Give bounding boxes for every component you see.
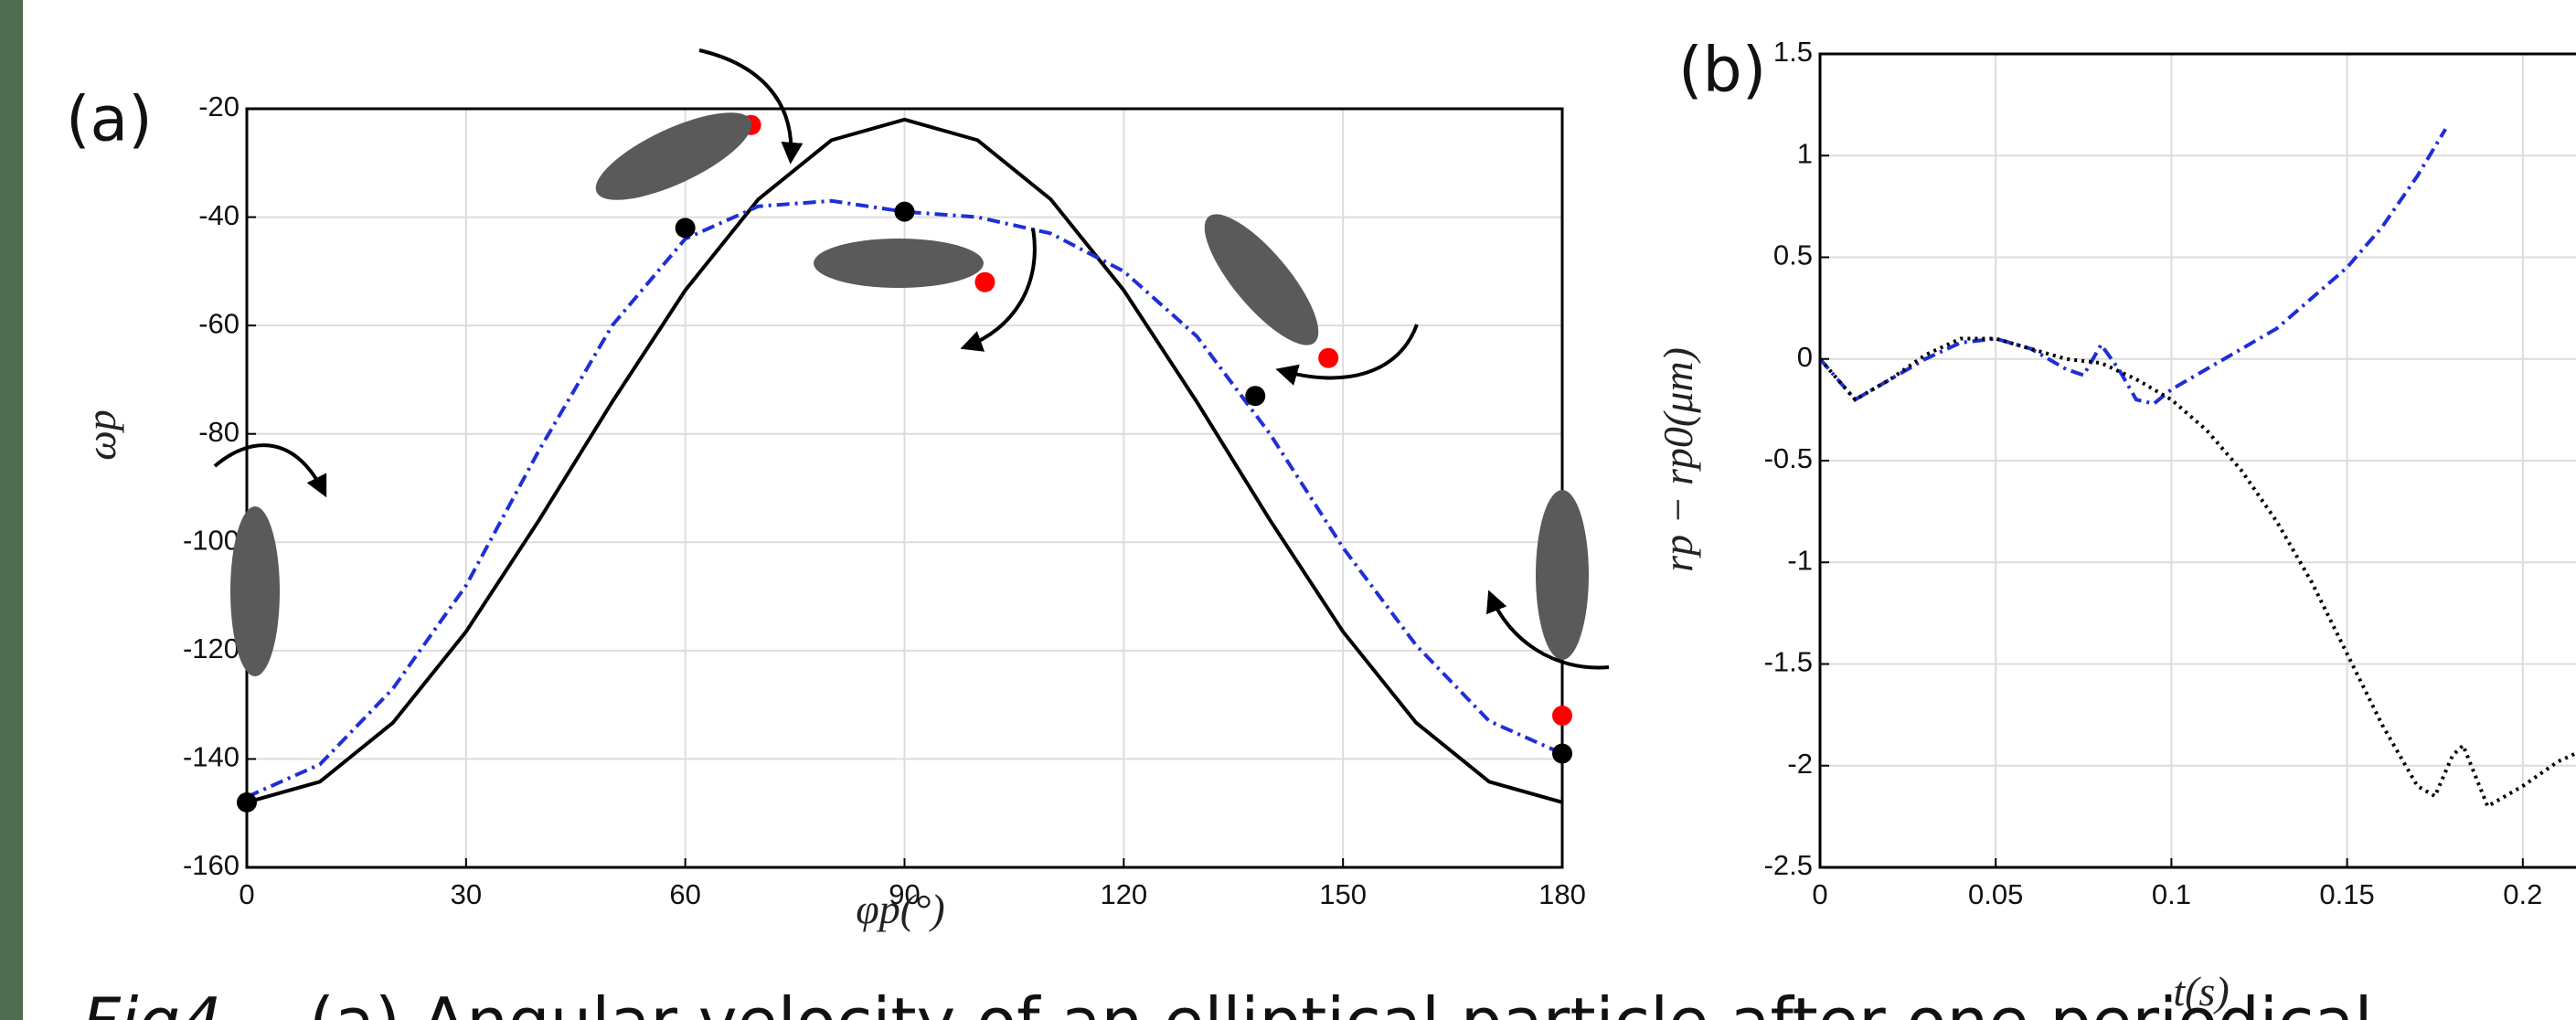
arrow bbox=[698, 48, 804, 165]
y-tick-label: -2.5 bbox=[1764, 849, 1813, 881]
data-line bbox=[1818, 128, 2447, 406]
rotation-arrows bbox=[213, 48, 1610, 670]
x-axis-label: t(s) bbox=[2173, 968, 2229, 1015]
arrow bbox=[1486, 590, 1610, 670]
point-marker bbox=[1318, 347, 1339, 368]
point-marker bbox=[1245, 386, 1266, 407]
y-tick-label: -20 bbox=[198, 90, 240, 122]
plot-frame bbox=[245, 107, 1564, 869]
x-tick-label: 90 bbox=[889, 878, 920, 910]
arrow bbox=[960, 228, 1037, 352]
side-bar bbox=[0, 0, 23, 1020]
y-tick-label: -1 bbox=[1787, 544, 1813, 576]
x-tick-label: 180 bbox=[1538, 878, 1586, 910]
charts: -160-140-120-100-80-60-40-200 30 60 90 120 15… bbox=[66, 35, 2576, 1015]
point-marker bbox=[894, 201, 915, 222]
y-tick-label: 1.5 bbox=[1773, 36, 1813, 68]
particle bbox=[814, 239, 984, 288]
x-tick-label: 0.05 bbox=[1968, 878, 2023, 910]
y-axis-label: ωp bbox=[78, 409, 124, 460]
y-tick-label: -120 bbox=[183, 632, 240, 664]
caption-label: Fig4 – bbox=[82, 983, 276, 1020]
y-tick-label: -160 bbox=[183, 849, 240, 881]
y-tick-label: 0.5 bbox=[1773, 239, 1813, 271]
y-tick-label: 1 bbox=[1797, 137, 1813, 169]
point-marker bbox=[237, 792, 257, 813]
y-axis-label: rp − rp0(μm) bbox=[1655, 347, 1701, 572]
caption: Fig4 – (a) Angular velocity of an ellipti… bbox=[82, 983, 2373, 1020]
arrow bbox=[1275, 324, 1419, 386]
particle bbox=[1536, 490, 1589, 660]
panel-label: (b) bbox=[1678, 35, 1766, 107]
data-line bbox=[1818, 336, 2576, 810]
arrow bbox=[213, 443, 327, 498]
x-tick-label: 0 bbox=[1812, 878, 1827, 910]
y-tick-label: -1.5 bbox=[1764, 646, 1813, 678]
x-tick-label: 0.2 bbox=[2503, 878, 2542, 910]
y-tick-label: -0.5 bbox=[1764, 442, 1813, 474]
x-tick-label: 0 bbox=[239, 878, 254, 910]
x-tick-label: 120 bbox=[1100, 878, 1147, 910]
point-marker bbox=[675, 218, 696, 239]
y-tick-label: -100 bbox=[183, 524, 240, 556]
x-tick-label: 150 bbox=[1319, 878, 1367, 910]
particle bbox=[230, 506, 280, 676]
plot-frame bbox=[1818, 52, 2576, 869]
x-axis-label: φp(°) bbox=[856, 886, 944, 932]
y-tick-label: -80 bbox=[198, 416, 240, 448]
x-tick-label: 60 bbox=[669, 878, 700, 910]
particle bbox=[1204, 214, 1319, 345]
y-tick-label: -2 bbox=[1787, 748, 1813, 780]
x-tick-label: 30 bbox=[451, 878, 482, 910]
y-tick-label: 0 bbox=[1797, 341, 1813, 373]
y-tick-label: -60 bbox=[198, 307, 240, 339]
y-tick-label: -140 bbox=[183, 741, 240, 773]
panel-label: (a) bbox=[66, 84, 153, 156]
particle bbox=[595, 112, 752, 200]
caption-text: (a) Angular velocity of an elliptical pa… bbox=[309, 983, 2373, 1020]
particle-sketches bbox=[230, 112, 1589, 676]
y-tick-label: -40 bbox=[198, 199, 240, 231]
data-line bbox=[246, 198, 1563, 799]
point-marker bbox=[1552, 706, 1572, 726]
point-marker bbox=[1552, 743, 1572, 764]
x-tick-label: 0.1 bbox=[2152, 878, 2191, 910]
point-marker bbox=[974, 271, 995, 292]
x-tick-label: 0.15 bbox=[2319, 878, 2374, 910]
data-line bbox=[246, 117, 1563, 804]
